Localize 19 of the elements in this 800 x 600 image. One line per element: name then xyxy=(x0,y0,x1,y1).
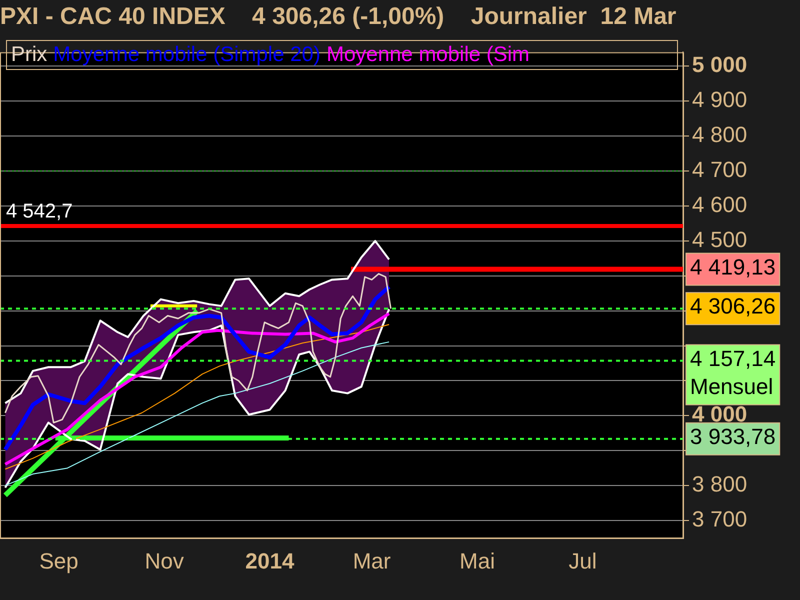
y-tick-label: 4 500 xyxy=(692,226,748,252)
text: 4 419,13 xyxy=(690,254,776,280)
x-tick-label: 2014 xyxy=(245,548,295,574)
x-tick-label: Jul xyxy=(568,548,597,574)
y-tick-label: 5 000 xyxy=(692,52,748,78)
y-tick-label: 4 900 xyxy=(692,87,748,112)
x-tick-label: Nov xyxy=(144,548,184,574)
y-tick-label: 4 800 xyxy=(692,122,748,148)
ref-line-label: 4 157,14 Mensuel xyxy=(690,346,776,399)
y-tick-label: 4 600 xyxy=(692,192,748,218)
x-tick-label: Mai xyxy=(460,548,495,574)
y-tick-label: 4 700 xyxy=(692,157,748,182)
ref-line-label: 4 306,26 xyxy=(690,294,776,319)
x-tick-label: Sep xyxy=(39,548,78,574)
ref-line-label: 4 542,7 xyxy=(6,200,73,223)
y-tick-label: 3 700 xyxy=(692,506,748,532)
y-tick-label: 3 800 xyxy=(692,472,748,497)
chart-title: PXI - CAC 40 INDEX 4 306,26 (-1,00%) Journalier 12 Mar xyxy=(0,3,676,31)
x-tick-label: Mar xyxy=(352,548,391,574)
